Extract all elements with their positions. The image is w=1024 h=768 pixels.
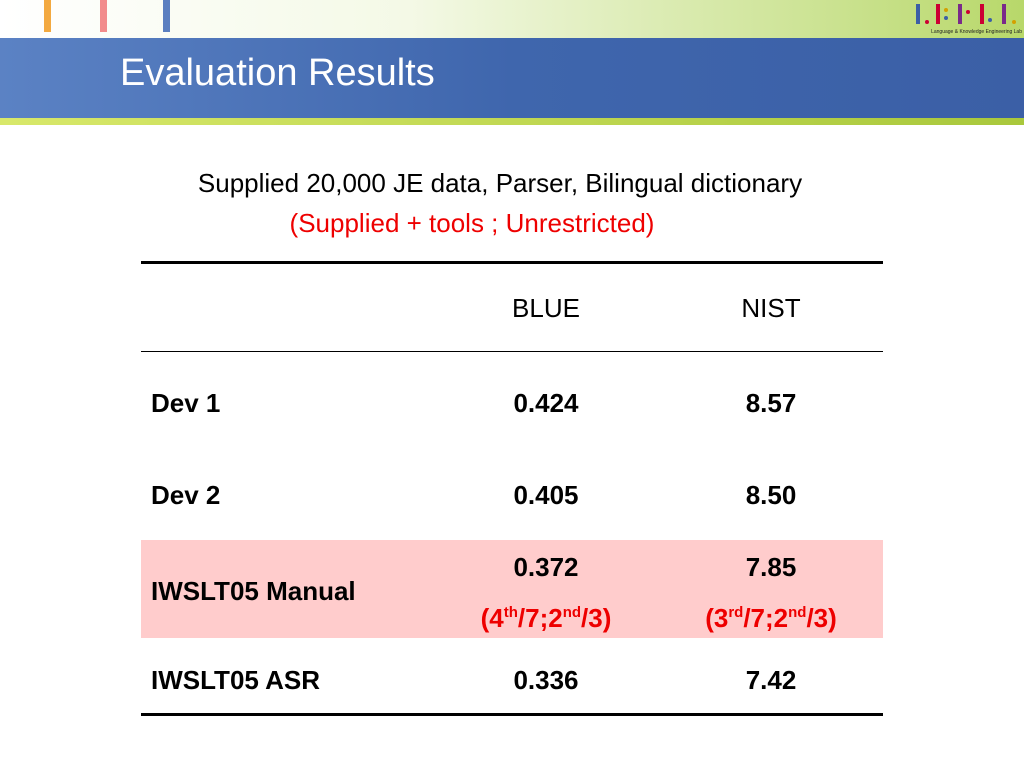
slide-title: Evaluation Results [120,52,435,94]
rank: (3rd/7;2nd/3) [671,603,871,634]
top-band [0,0,1024,38]
logo-caption: Language & Knowledge Engineering Lab [931,29,1022,35]
rank-sup: rd [728,604,744,621]
accent-bar [44,0,51,32]
rank-sup: nd [562,604,582,621]
cell: 8.50 [745,480,797,510]
cell: 0.405 [513,480,579,510]
row-label: IWSLT05 Manual [151,576,356,606]
rank-sup: nd [788,604,807,621]
title-band [0,38,1024,118]
subtitle-note: (Supplied + tools ; Unrestricted) [289,208,655,238]
table-rule [141,351,883,352]
rank-text: /3) [806,603,837,633]
rank: (4th/7;2nd/3) [446,603,646,634]
cell: 0.336 [513,665,579,695]
cell: 7.42 [745,665,797,695]
cell: 0.424 [513,388,579,418]
table-rule [141,261,883,264]
highlight-row [141,540,883,638]
row-label: Dev 1 [151,388,221,418]
cell: 0.372 [513,552,579,582]
logo [916,4,1016,24]
cell: 7.85 [745,552,797,582]
row-label: IWSLT05 ASR [151,665,321,695]
rank-sup: th [503,604,518,621]
title-stripe [0,118,1024,125]
rank-text: /7;2 [517,603,563,633]
rank-text: (4 [480,603,504,633]
table-rule [141,713,883,716]
accent-bar [100,0,107,32]
rank-text: /3) [581,603,612,633]
accent-bar [163,0,170,32]
rank-text: /7;2 [743,603,789,633]
column-header: NIST [741,293,801,323]
cell: 8.57 [745,388,797,418]
rank-text: (3 [705,603,729,633]
subtitle: Supplied 20,000 JE data, Parser, Bilingu… [197,168,803,198]
column-header: BLUE [512,293,580,323]
row-label: Dev 2 [151,480,221,510]
